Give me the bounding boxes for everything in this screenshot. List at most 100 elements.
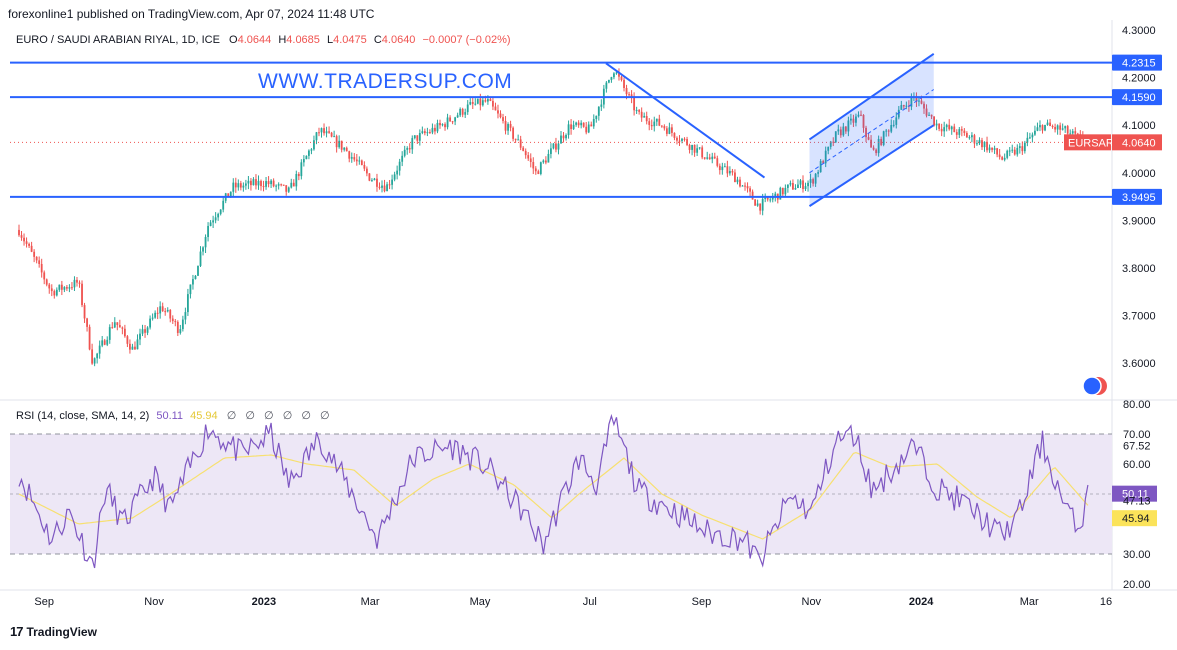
- candle-body: [401, 155, 404, 162]
- candle-body: [136, 339, 139, 350]
- candle-body: [650, 124, 653, 127]
- candle-body: [895, 117, 898, 125]
- candle-body: [302, 159, 305, 163]
- candle-body: [640, 111, 643, 118]
- candle-body: [585, 126, 588, 133]
- candle-body: [398, 161, 401, 171]
- candle-body: [494, 106, 497, 111]
- candle-body: [338, 140, 341, 148]
- candle-body: [174, 321, 177, 323]
- candle-body: [1054, 126, 1057, 130]
- candle-body: [262, 186, 265, 188]
- candle-body: [144, 329, 146, 333]
- candle-body: [434, 127, 436, 132]
- candle-body: [348, 151, 351, 159]
- candle-body: [1028, 137, 1031, 139]
- candle-body: [456, 115, 459, 118]
- candle-body: [698, 147, 701, 149]
- candle-body: [181, 319, 184, 330]
- candle-body: [378, 186, 381, 188]
- rsi-title[interactable]: RSI (14, close, SMA, 14, 2): [16, 410, 150, 422]
- candle-body: [671, 127, 673, 133]
- candle-body: [202, 247, 204, 252]
- candle-body: [928, 114, 930, 116]
- candle-body: [537, 171, 540, 174]
- candle-body: [446, 117, 449, 128]
- candle-body: [156, 312, 159, 314]
- candle-body: [509, 124, 512, 128]
- candle-body: [867, 137, 870, 140]
- candle-body: [824, 150, 827, 164]
- candle-body: [948, 124, 951, 130]
- candle-body: [998, 154, 1001, 158]
- candle-body: [865, 127, 867, 138]
- candle-body: [933, 116, 936, 126]
- level-price-label: 3.9495: [1122, 192, 1156, 204]
- candle-body: [653, 121, 656, 127]
- candle-body: [30, 245, 33, 252]
- candle-body: [502, 117, 504, 121]
- candle-body: [660, 125, 663, 127]
- rsi-tick-label: 70.00: [1123, 429, 1151, 441]
- candle-body: [993, 148, 996, 150]
- candle-body: [726, 166, 729, 174]
- candle-body: [71, 287, 73, 289]
- candle-body: [529, 158, 532, 162]
- candle-body: [307, 150, 310, 156]
- candle-body: [1059, 125, 1062, 130]
- time-tick-label: Sep: [692, 596, 712, 608]
- candle-body: [981, 140, 983, 148]
- candle-body: [688, 144, 691, 150]
- candle-body: [265, 181, 267, 187]
- candle-body: [605, 82, 608, 89]
- candle-body: [118, 325, 121, 328]
- candle-body: [708, 157, 711, 160]
- candle-body: [416, 135, 419, 141]
- price-tick-label: 4.3000: [1122, 25, 1156, 37]
- candle-body: [20, 235, 23, 238]
- candle-body: [943, 127, 946, 132]
- symbol-tag-label: EURSAR: [1068, 137, 1114, 149]
- candle-body: [159, 306, 162, 314]
- candle-body: [819, 161, 822, 173]
- candle-body: [154, 312, 157, 318]
- candle-body: [121, 327, 124, 329]
- candle-body: [613, 73, 615, 78]
- candle-body: [1071, 131, 1074, 134]
- candle-body: [474, 103, 477, 105]
- candle-body: [403, 149, 406, 156]
- candle-body: [716, 158, 719, 166]
- candle-body: [320, 128, 323, 133]
- candle-body: [842, 126, 845, 136]
- candle-body: [439, 122, 441, 126]
- candle-body: [184, 312, 187, 320]
- candle-body: [489, 99, 492, 101]
- candle-body: [996, 148, 999, 155]
- rsi-line: [18, 413, 1089, 569]
- candle-body: [38, 260, 41, 264]
- candle-body: [169, 309, 172, 319]
- candle-body: [444, 124, 446, 128]
- candle-body: [739, 179, 741, 187]
- candle-body: [552, 143, 555, 149]
- current-price-tag: [1112, 134, 1162, 151]
- candle-body: [938, 123, 941, 129]
- candle-body: [635, 110, 638, 112]
- candle-body: [1076, 133, 1079, 135]
- candle-body: [817, 172, 820, 174]
- candle-body: [837, 129, 840, 132]
- candle-body: [713, 156, 716, 159]
- candle-body: [799, 180, 802, 185]
- candle-body: [260, 180, 262, 187]
- candle-body: [963, 130, 966, 133]
- candle-body: [744, 185, 746, 187]
- candle-body: [426, 132, 429, 134]
- candle-body: [749, 188, 751, 192]
- symbol-label[interactable]: EURO / SAUDI ARABIAN RIYAL, 1D, ICE: [16, 34, 220, 46]
- tradingview-footer[interactable]: 17 TradingView: [10, 624, 97, 639]
- candle-body: [391, 179, 394, 185]
- time-tick-label: 16: [1100, 596, 1112, 608]
- watermark-text: WWW.TRADERSUP.COM: [258, 70, 513, 93]
- rsi-tick-label: 20.00: [1123, 579, 1151, 591]
